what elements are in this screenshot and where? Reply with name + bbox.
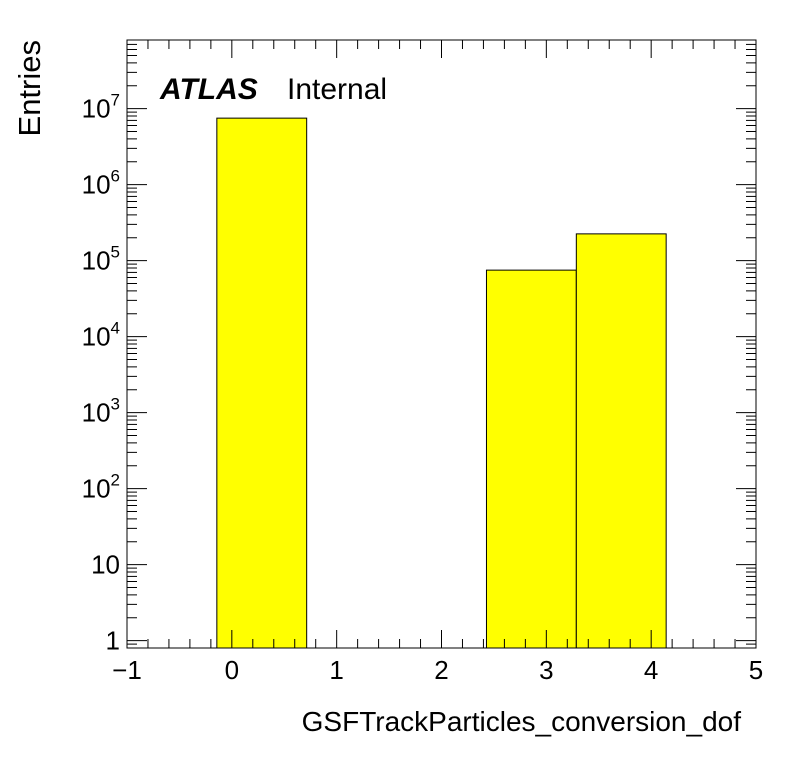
x-tick-labels: −1 0 1 2 3 4 5 (112, 655, 763, 685)
x-tick-label: 5 (749, 655, 763, 685)
y-tick-label: 103 (82, 395, 120, 428)
ticks-layer (126, 39, 757, 649)
x-tick-label: 1 (329, 655, 343, 685)
histogram-bar (485, 269, 577, 649)
y-axis-label: Entries (12, 40, 47, 136)
y-tick-label: 102 (82, 471, 120, 504)
x-axis-label: GSFTrackParticles_conversion_dof (302, 706, 742, 737)
y-tick-label: 105 (82, 243, 120, 276)
histogram-bar (216, 117, 308, 649)
x-tick-label: 2 (434, 655, 448, 685)
y-tick-label: 107 (82, 91, 120, 124)
x-tick-label: −1 (112, 655, 142, 685)
x-tick-label: 4 (644, 655, 658, 685)
y-tick-label: 104 (82, 319, 120, 352)
y-tick-label: 10 (91, 550, 120, 580)
x-tick-label: 0 (225, 655, 239, 685)
histogram-bar (575, 233, 667, 649)
y-tick-label: 1 (106, 626, 120, 656)
y-tick-label: 106 (82, 167, 120, 200)
bars-layer (216, 117, 667, 649)
plot-frame (126, 39, 757, 649)
y-tick-labels: 1 10 102 103 104 105 106 107 (82, 91, 120, 656)
x-tick-label: 3 (539, 655, 553, 685)
internal-label: Internal (287, 73, 387, 106)
atlas-label: ATLAS (159, 73, 258, 106)
